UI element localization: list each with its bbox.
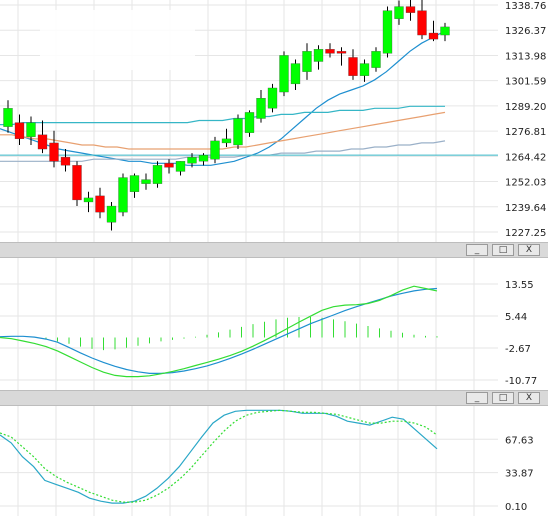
bearish-candle — [417, 10, 427, 36]
bullish-candle — [83, 197, 94, 203]
bullish-candle — [233, 118, 243, 146]
macd-axis-label: -2.67 — [505, 344, 531, 355]
macd-axis-label: 5.44 — [505, 312, 527, 323]
bullish-candle — [3, 108, 13, 127]
price-chart-pane[interactable]: 1338.76 1326.37 1313.98 1301.59 1289.20 1276.… — [0, 0, 548, 242]
bullish-candle — [141, 179, 151, 184]
bearish-candle — [405, 6, 416, 13]
maximize-button[interactable]: □ — [492, 244, 514, 256]
bullish-candle — [290, 63, 301, 85]
bullish-candle — [313, 49, 324, 62]
bullish-candle — [302, 51, 312, 72]
price-axis-label: 1227.25 — [505, 228, 546, 239]
macd-pane-toolbar: _ □ X — [0, 390, 548, 406]
bullish-candle — [175, 161, 186, 172]
bullish-candle — [394, 6, 404, 19]
stochastic-k-line — [0, 409, 438, 504]
moving-average-line — [0, 105, 445, 126]
bearish-candle — [428, 32, 439, 40]
bullish-candle — [118, 177, 128, 213]
bullish-candle — [210, 140, 220, 160]
minimize-button[interactable]: _ — [466, 392, 488, 404]
bullish-candle — [382, 10, 393, 54]
bearish-candle — [336, 51, 347, 54]
close-button[interactable]: X — [518, 392, 540, 404]
price-axis-label: 1326.37 — [505, 26, 546, 37]
bearish-candle — [37, 134, 48, 150]
stochastic-axis-label: 67.63 — [505, 435, 534, 446]
moving-average-line — [0, 140, 446, 162]
price-axis-label: 1313.98 — [505, 51, 546, 62]
close-button[interactable]: X — [518, 244, 540, 256]
bearish-candle — [348, 57, 358, 76]
bullish-candle — [267, 87, 278, 109]
macd-line — [0, 287, 438, 375]
macd-axis-label: 13.55 — [505, 280, 534, 291]
macd-chart-pane[interactable]: 13.55 5.44 -2.67 -10.77 — [0, 258, 548, 390]
stochastic-chart[interactable]: 67.63 33.87 0.10 — [0, 406, 548, 516]
bearish-candle — [49, 142, 59, 162]
stochastic-axis-label: 33.87 — [505, 469, 534, 480]
price-axis-label: 1252.03 — [505, 178, 546, 189]
bullish-candle — [26, 122, 36, 137]
bullish-candle — [129, 175, 140, 192]
price-axis-label: 1301.59 — [505, 77, 546, 88]
bearish-candle — [60, 157, 71, 166]
bullish-candle — [221, 138, 232, 144]
price-chart[interactable]: 1338.76 1326.37 1313.98 1301.59 1289.20 1276.… — [0, 0, 548, 242]
bullish-candle — [371, 51, 381, 68]
stochastic-d-line — [0, 409, 438, 503]
signal-line — [0, 285, 438, 378]
bullish-candle — [198, 155, 209, 162]
price-axis-label: 1289.20 — [505, 102, 546, 113]
price-axis-label: 1276.81 — [505, 127, 546, 138]
bullish-candle — [359, 63, 370, 76]
bearish-candle — [14, 122, 25, 140]
moving-average-line — [0, 30, 446, 166]
stochastic-chart-pane[interactable]: 67.63 33.87 0.10 — [0, 406, 548, 516]
bullish-candle — [440, 26, 450, 36]
price-axis-label: 1338.76 — [505, 1, 546, 12]
bullish-candle — [152, 165, 163, 184]
macd-axis-label: -10.77 — [505, 376, 537, 387]
bearish-candle — [325, 49, 335, 54]
bearish-candle — [164, 163, 174, 168]
bullish-candle — [279, 55, 289, 93]
maximize-button[interactable]: □ — [492, 392, 514, 404]
macd-chart[interactable]: 13.55 5.44 -2.67 -10.77 — [0, 258, 548, 390]
legend-box — [40, 10, 195, 70]
price-pane-toolbar: _ □ X — [0, 242, 548, 258]
bearish-candle — [72, 165, 82, 201]
price-axis-label: 1239.64 — [505, 203, 546, 214]
stochastic-axis-label: 0.10 — [505, 502, 527, 513]
moving-average-line — [0, 111, 446, 150]
bearish-candle — [95, 195, 105, 213]
bullish-candle — [106, 205, 117, 223]
bullish-candle — [244, 112, 255, 133]
minimize-button[interactable]: _ — [466, 244, 488, 256]
bullish-candle — [256, 98, 266, 119]
bullish-candle — [187, 157, 197, 164]
price-axis-label: 1264.42 — [505, 152, 546, 163]
